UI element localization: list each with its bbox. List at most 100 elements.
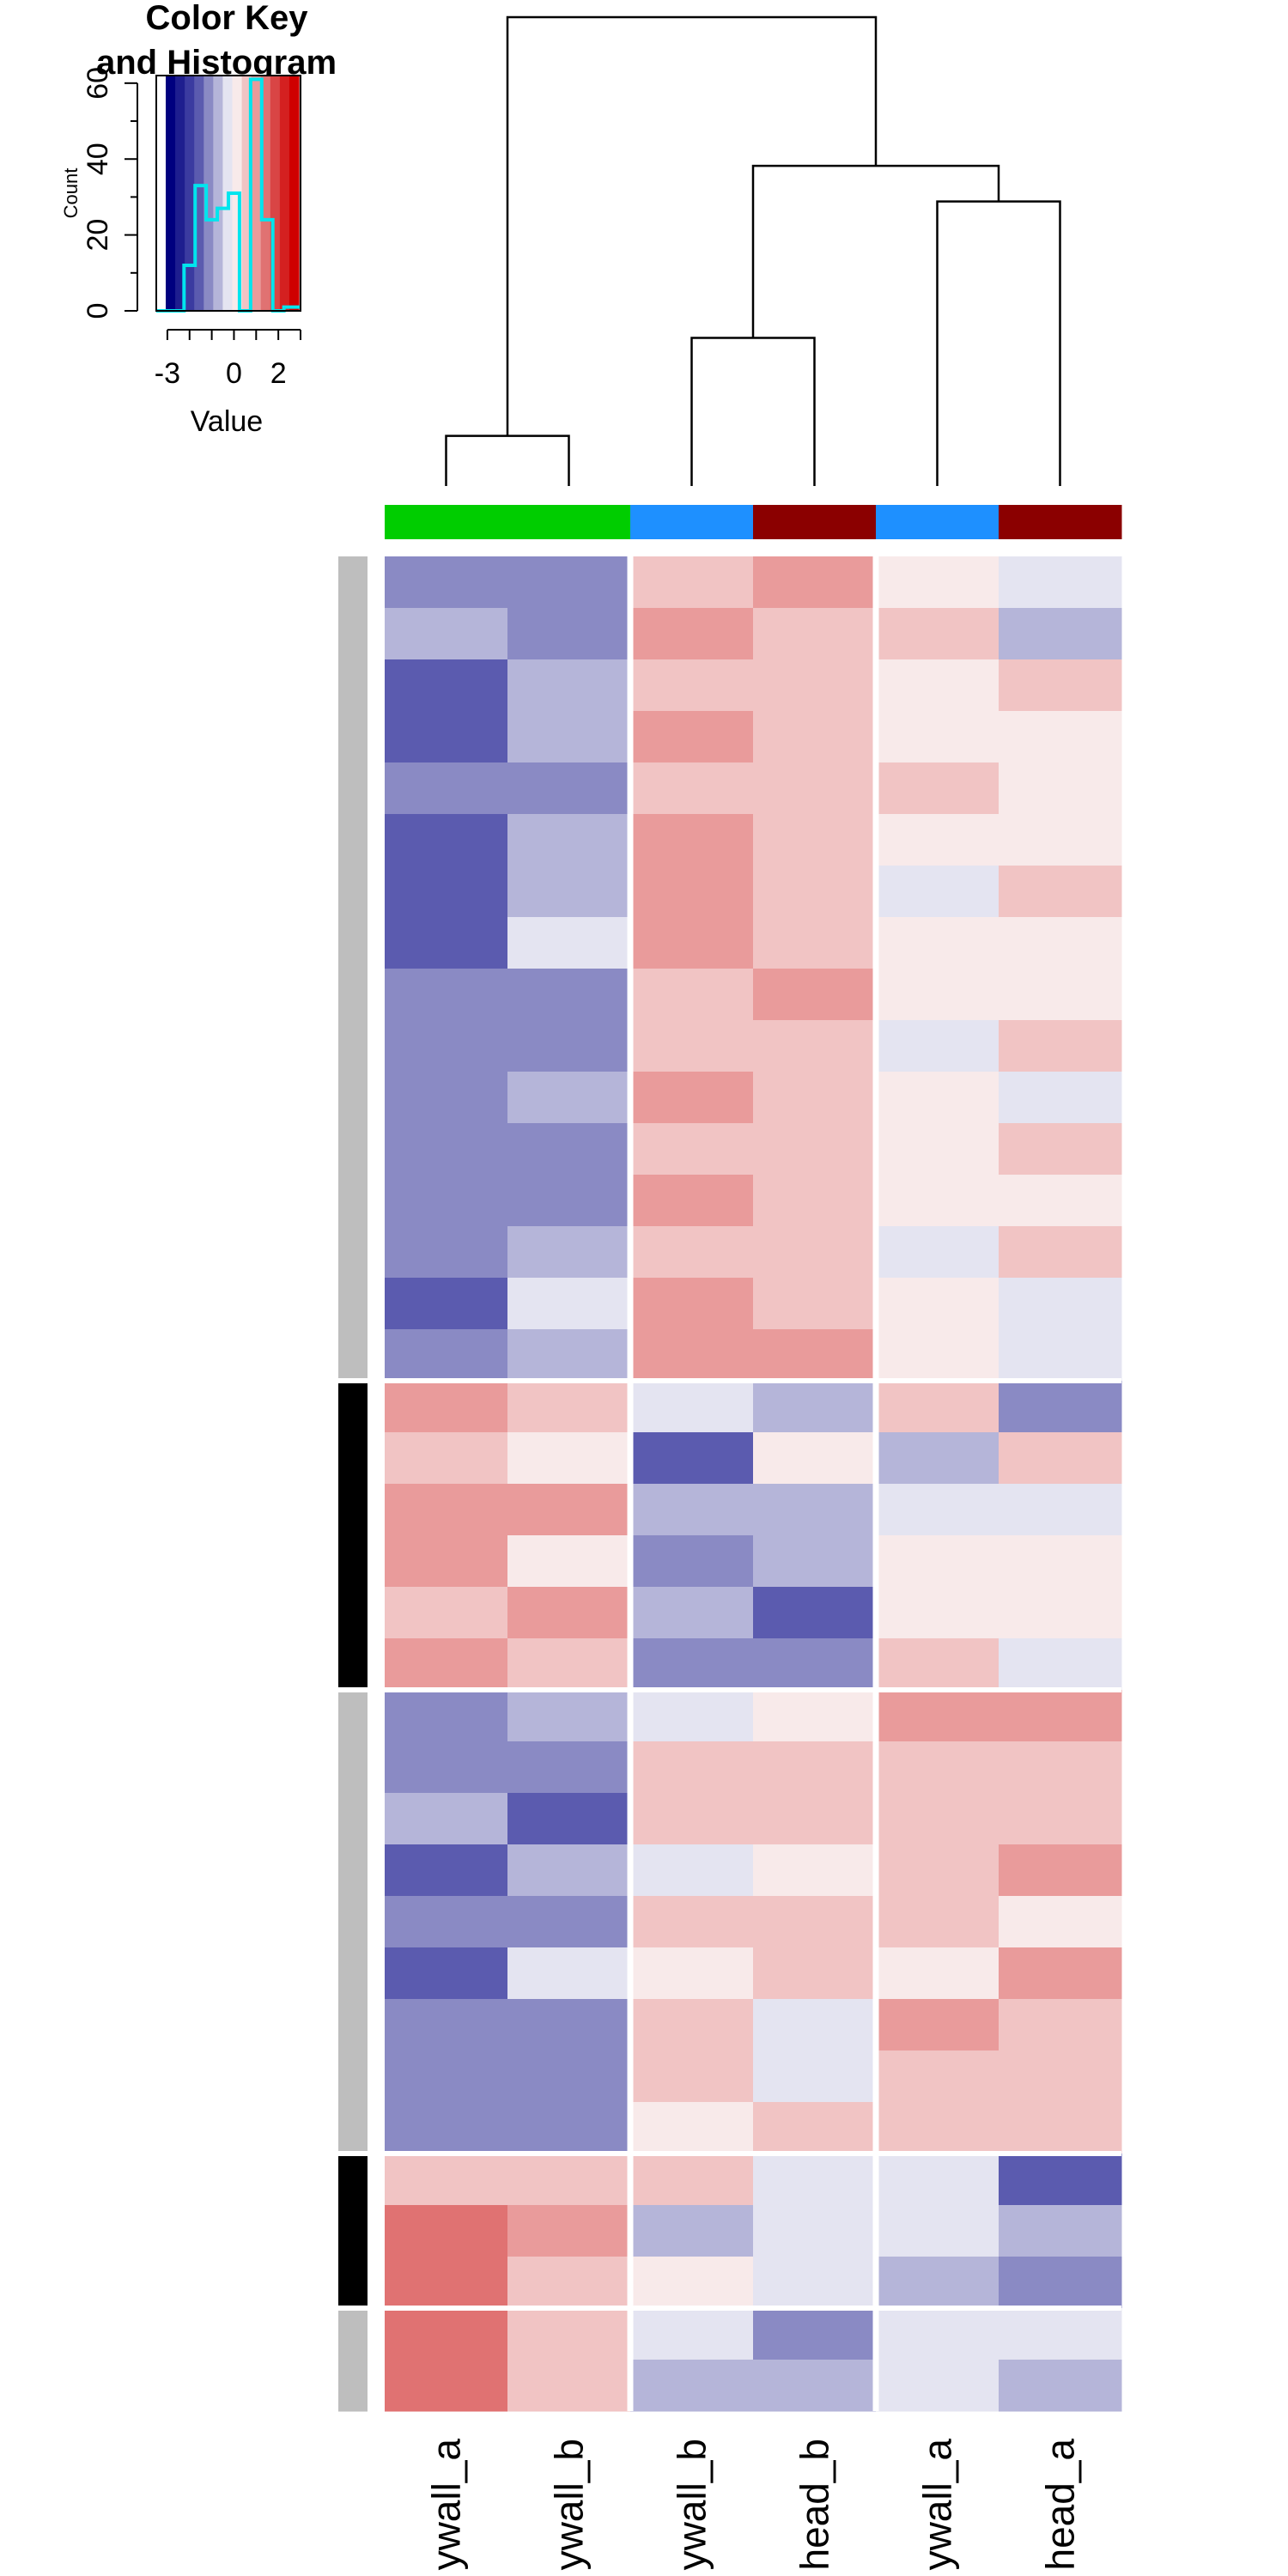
heatmap-cell <box>753 1999 877 2051</box>
row-side-color <box>338 2308 368 2360</box>
heatmap-cell <box>507 917 631 969</box>
color-key-histogram <box>156 77 301 313</box>
heatmap-cell <box>385 1947 508 2000</box>
heatmap-cell <box>999 2205 1122 2257</box>
heatmap-cell <box>630 969 754 1021</box>
heatmap-cell <box>876 1381 999 1433</box>
heatmap-cell <box>876 1123 999 1176</box>
column-side-color <box>385 505 508 539</box>
heatmap-cell <box>753 2102 877 2154</box>
heatmap-cell <box>999 1999 1122 2051</box>
heatmap-cell <box>876 2257 999 2309</box>
color-key-band <box>279 76 290 311</box>
heatmap-cell <box>385 1278 508 1330</box>
heatmap-cell <box>385 917 508 969</box>
heatmap-cell <box>753 1793 877 1845</box>
heatmap-cell <box>999 2257 1122 2309</box>
column-side-color <box>999 505 1122 539</box>
row-side-colors <box>338 556 368 2412</box>
heatmap-cell <box>507 1020 631 1072</box>
color-key-band <box>185 76 195 311</box>
heatmap-cell <box>507 1947 631 2000</box>
column-side-color <box>630 505 754 539</box>
heatmap-cell <box>385 1690 508 1742</box>
heatmap-cell <box>999 556 1122 609</box>
heatmap-cell <box>753 1072 877 1124</box>
heatmap-cell <box>385 866 508 918</box>
row-side-color <box>338 1535 368 1588</box>
column-dendrogram <box>445 15 1061 486</box>
color-key-x-axis: -3 0 2 <box>155 329 301 390</box>
heatmap-cell <box>999 1587 1122 1639</box>
heatmap-cell <box>630 814 754 866</box>
column-side-color <box>753 505 877 539</box>
heatmap-cell <box>630 1535 754 1588</box>
heatmap-cell <box>630 1947 754 2000</box>
column-label: ywall_b <box>670 2439 714 2570</box>
heatmap-cell <box>753 2308 877 2360</box>
heatmap-cell <box>999 2360 1122 2412</box>
heatmap-cell <box>630 1844 754 1897</box>
heatmap-cell <box>753 1587 877 1639</box>
color-key-band <box>260 76 271 311</box>
heatmap-cell <box>630 1793 754 1845</box>
heatmap-cell <box>753 711 877 763</box>
heatmap-cell <box>507 1690 631 1742</box>
heatmap-cell <box>753 1896 877 1948</box>
heatmap-cell <box>999 2308 1122 2360</box>
row-side-color <box>338 2154 368 2206</box>
heatmap-cell <box>753 1638 877 1691</box>
heatmap-cell <box>999 1741 1122 1794</box>
row-side-color <box>338 2360 368 2412</box>
y-tick-label: 20 <box>82 219 114 252</box>
heatmap-cell <box>507 2154 631 2206</box>
column-side-colors <box>385 505 1122 539</box>
dendrogram-branch <box>506 15 878 436</box>
heatmap-cell <box>753 1278 877 1330</box>
heatmap-cell <box>385 1020 508 1072</box>
row-separator <box>385 2151 1121 2156</box>
heatmap-cell <box>630 2308 754 2360</box>
heatmap-cell <box>999 1072 1122 1124</box>
heatmap-cell <box>507 711 631 763</box>
heatmap-cell <box>753 1329 877 1382</box>
heatmap-cell <box>999 2102 1122 2154</box>
heatmap-cell <box>753 1844 877 1897</box>
heatmap-cell <box>753 1432 877 1485</box>
heatmap-cell <box>385 2360 508 2412</box>
heatmap-cell <box>507 2308 631 2360</box>
row-separator <box>385 1687 1121 1692</box>
row-side-color <box>338 2102 368 2154</box>
heatmap-cell <box>999 1329 1122 1382</box>
heatmap-cell <box>999 1638 1122 1691</box>
heatmap-cell <box>630 1484 754 1536</box>
column-label: head_b <box>793 2439 837 2571</box>
heatmap-cell <box>385 659 508 712</box>
color-key-band <box>213 76 224 311</box>
heatmap-cell <box>630 2102 754 2154</box>
heatmap-cell <box>385 1123 508 1176</box>
heatmap-cell <box>385 762 508 815</box>
heatmap-cell <box>876 1638 999 1691</box>
row-side-color <box>338 556 368 609</box>
heatmap-cell <box>630 1432 754 1485</box>
row-side-color <box>338 711 368 763</box>
heatmap-cell <box>630 2205 754 2257</box>
row-side-color <box>338 1278 368 1330</box>
row-side-color <box>338 1587 368 1639</box>
heatmap-cell <box>753 1535 877 1588</box>
heatmap-cell <box>876 1793 999 1845</box>
heatmap-cell <box>753 2360 877 2412</box>
heatmap-cell <box>999 1432 1122 1485</box>
heatmap-cell <box>876 2205 999 2257</box>
heatmap-cell <box>876 2050 999 2103</box>
heatmap-cell <box>630 1999 754 2051</box>
heatmap-cell <box>753 969 877 1021</box>
heatmap-cell <box>507 2257 631 2309</box>
heatmap-cell <box>630 1381 754 1433</box>
heatmap-cell <box>999 1947 1122 2000</box>
heatmap-cell <box>999 711 1122 763</box>
heatmap-cell <box>507 2050 631 2103</box>
heatmap-cell <box>999 1535 1122 1588</box>
heatmap-cell <box>507 1072 631 1124</box>
